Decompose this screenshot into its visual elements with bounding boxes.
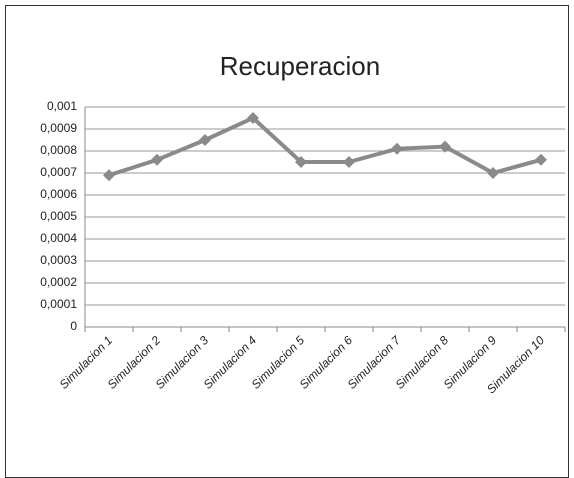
y-tick-label: 0,0006	[40, 187, 77, 201]
data-point	[535, 153, 547, 166]
y-tick-label: 0,0005	[40, 209, 77, 223]
y-tick-label: 0,0004	[40, 231, 77, 245]
y-tick-label: 0,0009	[40, 121, 77, 135]
y-tick-label: 0,001	[47, 99, 77, 113]
y-tick-label: 0	[70, 319, 77, 333]
y-tick-label: 0,0007	[40, 165, 77, 179]
y-tick-label: 0,0003	[40, 253, 77, 267]
y-tick-label: 0,0001	[40, 297, 77, 311]
data-point	[487, 167, 499, 179]
data-point	[391, 142, 403, 155]
chart-frame	[5, 5, 569, 478]
data-point	[439, 140, 451, 153]
data-point	[247, 112, 259, 124]
y-tick-label: 0,0002	[40, 275, 77, 289]
data-point	[295, 156, 307, 168]
data-point	[343, 156, 355, 168]
y-tick-label: 0,0008	[40, 143, 77, 157]
chart-title: Recuperacion	[220, 51, 380, 81]
data-point	[151, 153, 163, 166]
data-point	[103, 169, 115, 182]
data-point	[199, 134, 211, 146]
series-line	[108, 116, 542, 178]
